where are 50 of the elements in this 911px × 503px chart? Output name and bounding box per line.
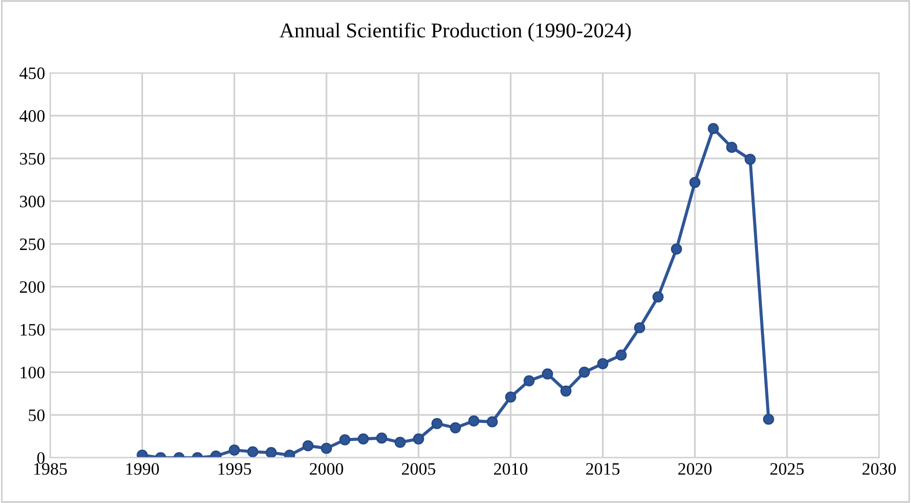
point xyxy=(616,350,627,361)
point xyxy=(670,244,682,255)
point xyxy=(505,391,516,403)
y-tick-label: 250 xyxy=(20,238,45,250)
x-tick-label: 2000 xyxy=(310,463,344,475)
point xyxy=(689,176,700,188)
x-tick-label: 2020 xyxy=(678,463,712,475)
y-tick-label: 0 xyxy=(37,452,45,464)
y-tick-label: 200 xyxy=(20,281,45,293)
point xyxy=(578,366,590,378)
point xyxy=(450,422,461,434)
point xyxy=(228,444,240,456)
y-tick-label: 300 xyxy=(20,196,45,208)
y-tick-label: 150 xyxy=(20,324,45,336)
x-tick-label: 2005 xyxy=(402,463,436,475)
point xyxy=(486,416,498,428)
point xyxy=(339,434,350,446)
point xyxy=(726,142,738,153)
point xyxy=(431,418,443,430)
x-tick-label: 2030 xyxy=(862,463,896,475)
point xyxy=(247,446,258,458)
x-tick-label: 1985 xyxy=(34,463,67,475)
point xyxy=(413,433,424,444)
point xyxy=(597,358,608,370)
point xyxy=(394,436,406,448)
point xyxy=(744,154,756,165)
point xyxy=(266,447,277,458)
point xyxy=(320,442,332,454)
y-tick-label: 400 xyxy=(20,110,45,122)
point xyxy=(542,368,554,380)
point xyxy=(524,375,535,386)
point xyxy=(302,440,314,452)
x-tick-label: 1995 xyxy=(218,463,252,475)
y-tick-label: 450 xyxy=(20,67,45,80)
x-tick-label: 1990 xyxy=(126,463,159,475)
chart-title: Annual Scientific Production (1990-2024) xyxy=(280,22,631,42)
y-tick-label: 50 xyxy=(28,409,45,422)
point xyxy=(468,415,480,427)
x-tick-label: 2015 xyxy=(586,463,620,475)
point xyxy=(560,385,572,397)
x-tick-label: 2025 xyxy=(770,463,804,475)
point xyxy=(376,432,388,444)
point xyxy=(708,122,719,134)
point xyxy=(652,291,664,303)
point xyxy=(634,322,646,334)
point xyxy=(358,433,369,444)
x-tick-label: 2010 xyxy=(494,463,528,475)
y-tick-label: 100 xyxy=(20,366,45,378)
y-tick-label: 350 xyxy=(20,152,45,165)
point xyxy=(763,414,774,425)
